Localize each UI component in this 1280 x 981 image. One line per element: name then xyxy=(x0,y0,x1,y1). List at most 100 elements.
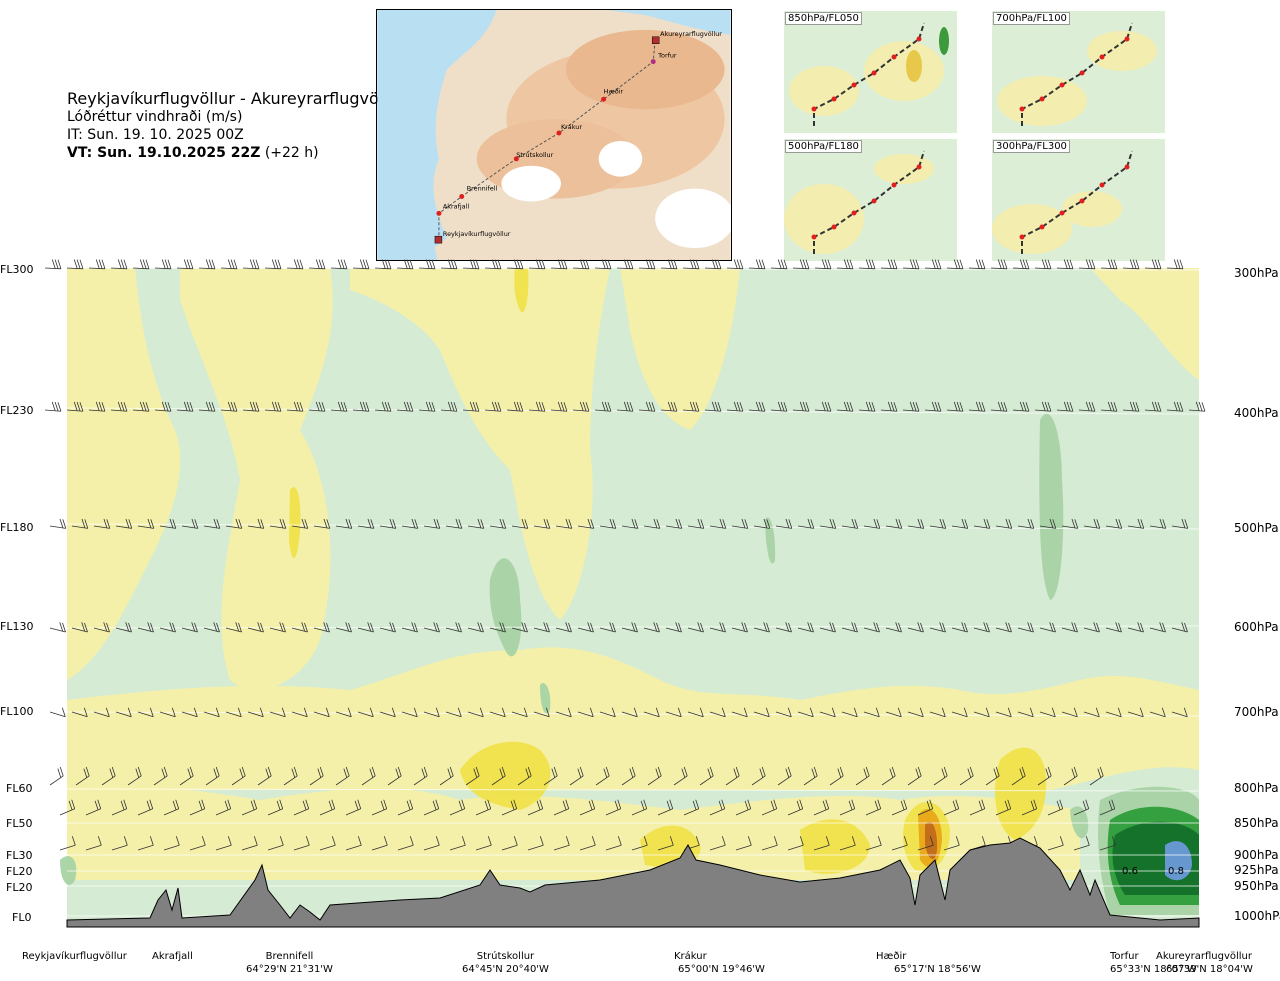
barb-feather xyxy=(1022,259,1027,269)
barb-staff xyxy=(1149,525,1166,529)
barb-staff xyxy=(657,844,674,851)
wind-barb-300 xyxy=(1037,766,1052,786)
barb-feather xyxy=(458,519,463,529)
barb-feather xyxy=(519,259,524,269)
wind-barb-102 xyxy=(1122,401,1140,412)
barb-feather xyxy=(755,401,760,411)
barb-staff xyxy=(865,844,882,851)
barb-feather xyxy=(802,259,807,269)
barb-feather xyxy=(546,622,550,633)
barb-feather xyxy=(1097,768,1102,778)
barb-feather xyxy=(457,707,462,717)
barb-feather xyxy=(513,799,518,809)
barb-staff xyxy=(1039,627,1056,633)
fl-label-130: FL130 xyxy=(0,620,34,633)
barb-staff xyxy=(643,627,660,633)
barb-feather xyxy=(785,768,790,778)
barb-staff xyxy=(115,525,132,529)
barb-staff xyxy=(449,844,466,851)
barb-feather xyxy=(201,836,206,846)
barb-feather xyxy=(1007,799,1012,809)
wind-barb-173 xyxy=(379,622,396,633)
barb-staff xyxy=(225,711,242,718)
barb-feather xyxy=(279,518,284,529)
barb-feather xyxy=(689,401,694,411)
barb-feather xyxy=(271,259,276,269)
barb-feather xyxy=(525,768,530,778)
wind-barb-204 xyxy=(1061,622,1078,633)
barb-feather xyxy=(961,518,966,529)
barb-feather xyxy=(95,401,100,411)
wind-barb-177 xyxy=(467,622,484,633)
barb-feather xyxy=(865,259,870,269)
barb-feather xyxy=(1066,259,1071,269)
barb-feather xyxy=(721,707,726,717)
wind-barb-171 xyxy=(335,622,352,633)
barb-feather xyxy=(411,518,416,529)
wind-barb-293 xyxy=(855,766,870,786)
station-haedir: Hæðir 65°17'N 18°56'W xyxy=(876,951,981,975)
barb-feather xyxy=(428,259,433,269)
barb-feather xyxy=(736,401,741,412)
barb-staff xyxy=(335,525,352,529)
barb-staff xyxy=(319,844,336,851)
wind-barb-331 xyxy=(787,799,804,816)
wind-barb-6 xyxy=(154,259,172,270)
barb-feather xyxy=(83,768,88,778)
barb-feather xyxy=(893,259,898,269)
barb-feather xyxy=(1029,707,1034,717)
barb-feather xyxy=(98,259,103,269)
barb-feather xyxy=(238,622,242,633)
wind-barb-82 xyxy=(682,401,700,412)
barb-feather xyxy=(851,622,856,632)
wind-barb-70 xyxy=(418,401,436,412)
barb-feather xyxy=(1041,401,1046,411)
barb-feather xyxy=(257,622,262,632)
barb-staff xyxy=(335,711,352,718)
barb-staff xyxy=(154,267,172,270)
barb-staff xyxy=(291,711,308,718)
wind-barb-219 xyxy=(247,707,264,718)
barb-feather xyxy=(331,799,336,809)
barb-feather xyxy=(411,622,416,632)
barb-feather xyxy=(403,401,408,411)
barb-staff xyxy=(594,409,611,412)
barb-feather xyxy=(453,259,458,269)
barb-feather xyxy=(139,401,144,411)
wind-barb-350 xyxy=(215,836,232,851)
barb-feather xyxy=(461,836,466,846)
barb-feather xyxy=(381,259,386,269)
barb-feather xyxy=(164,259,169,269)
barb-feather xyxy=(95,259,100,269)
barb-feather xyxy=(969,766,974,777)
barb-feather xyxy=(193,707,198,717)
barb-feather xyxy=(235,518,240,529)
barb-staff xyxy=(506,267,523,270)
barb-feather xyxy=(282,519,287,529)
barb-staff xyxy=(550,267,567,270)
wind-barb-373 xyxy=(813,836,830,851)
wind-barb-187 xyxy=(687,622,704,633)
barb-feather xyxy=(538,401,543,412)
wind-barb-105 xyxy=(1188,401,1206,412)
barb-staff xyxy=(813,844,830,851)
barb-feather xyxy=(758,401,763,412)
wind-barb-316 xyxy=(397,799,414,816)
barb-feather xyxy=(1049,622,1054,632)
barb-feather xyxy=(315,401,320,411)
value-label-1: 0.6 xyxy=(1122,866,1138,877)
barb-feather xyxy=(721,799,726,809)
barb-staff xyxy=(555,627,572,633)
barb-feather xyxy=(978,259,983,269)
barb-staff xyxy=(528,409,545,412)
barb-staff xyxy=(489,711,506,718)
barb-staff xyxy=(357,627,374,633)
barb-staff xyxy=(44,267,61,270)
field-region-16 xyxy=(925,821,938,860)
barb-feather xyxy=(677,707,682,717)
barb-staff xyxy=(484,409,501,412)
mini-map-850-graphic xyxy=(784,11,957,133)
wind-barb-308 xyxy=(189,799,206,816)
barb-feather xyxy=(76,401,81,412)
barb-feather xyxy=(1033,799,1038,809)
